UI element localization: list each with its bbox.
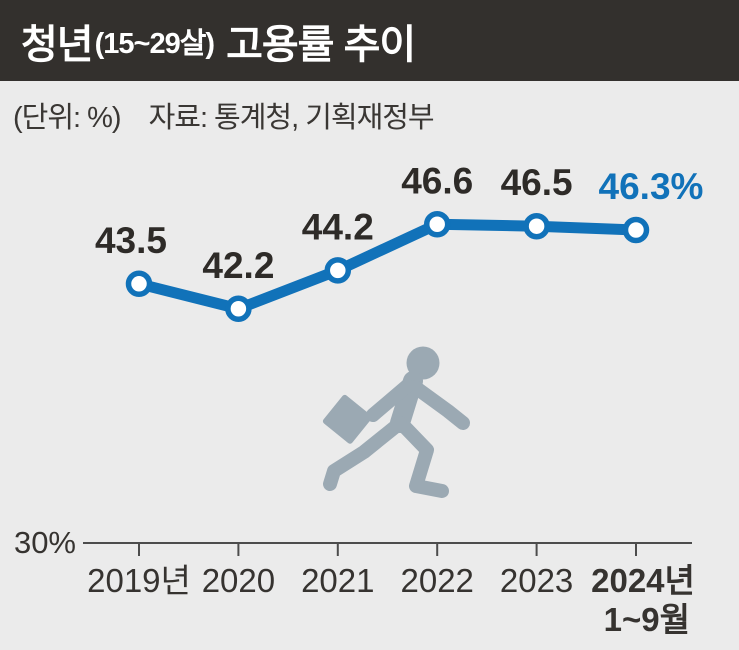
data-point-2023 [523, 212, 550, 240]
data-label: 46.6 [401, 160, 473, 201]
source-label: 자료: 통계청, 기획재정부 [148, 102, 435, 134]
page-title-main: 청년 [21, 22, 94, 67]
data-point-2024년 [622, 216, 650, 244]
data-label: 46.3% [599, 166, 704, 207]
x-axis-label: 2021 [301, 562, 374, 599]
chart-title-bar: 청년 (15~29살) 고용률 추이 [0, 0, 739, 81]
y-axis-baseline-label: 30% [14, 525, 76, 560]
running-person-briefcase-icon [322, 346, 470, 498]
person-back-arm [366, 379, 414, 422]
data-label: 44.2 [302, 206, 374, 247]
x-axis-sublabel: 1~9월 [604, 601, 690, 638]
person-front-leg [394, 416, 449, 498]
page-title-rest: 고용률 추이 [226, 22, 416, 67]
person-front-arm [408, 380, 470, 430]
page-title-paren: (15~29살) [94, 27, 215, 60]
data-label: 43.5 [95, 220, 167, 261]
briefcase-icon [322, 394, 372, 444]
x-axis-label: 2023 [500, 562, 573, 599]
data-point-2022 [423, 211, 451, 238]
unit-label: (단위: %) [13, 102, 122, 134]
chart-subtitle-row: (단위: %) 자료: 통계청, 기획재정부 [13, 94, 435, 136]
data-point-2021 [324, 257, 352, 284]
data-point-2020 [225, 295, 252, 323]
x-axis-label: 2019년 [87, 562, 191, 599]
data-point-2019년 [125, 270, 153, 298]
x-axis-label: 2020 [202, 562, 275, 599]
x-axis-label: 2024년 [591, 562, 695, 599]
employment-rate-line [133, 218, 642, 315]
data-label: 46.5 [501, 162, 573, 203]
x-axis-label: 2022 [400, 562, 473, 599]
person-back-leg [323, 416, 407, 491]
data-label: 42.2 [202, 245, 274, 286]
